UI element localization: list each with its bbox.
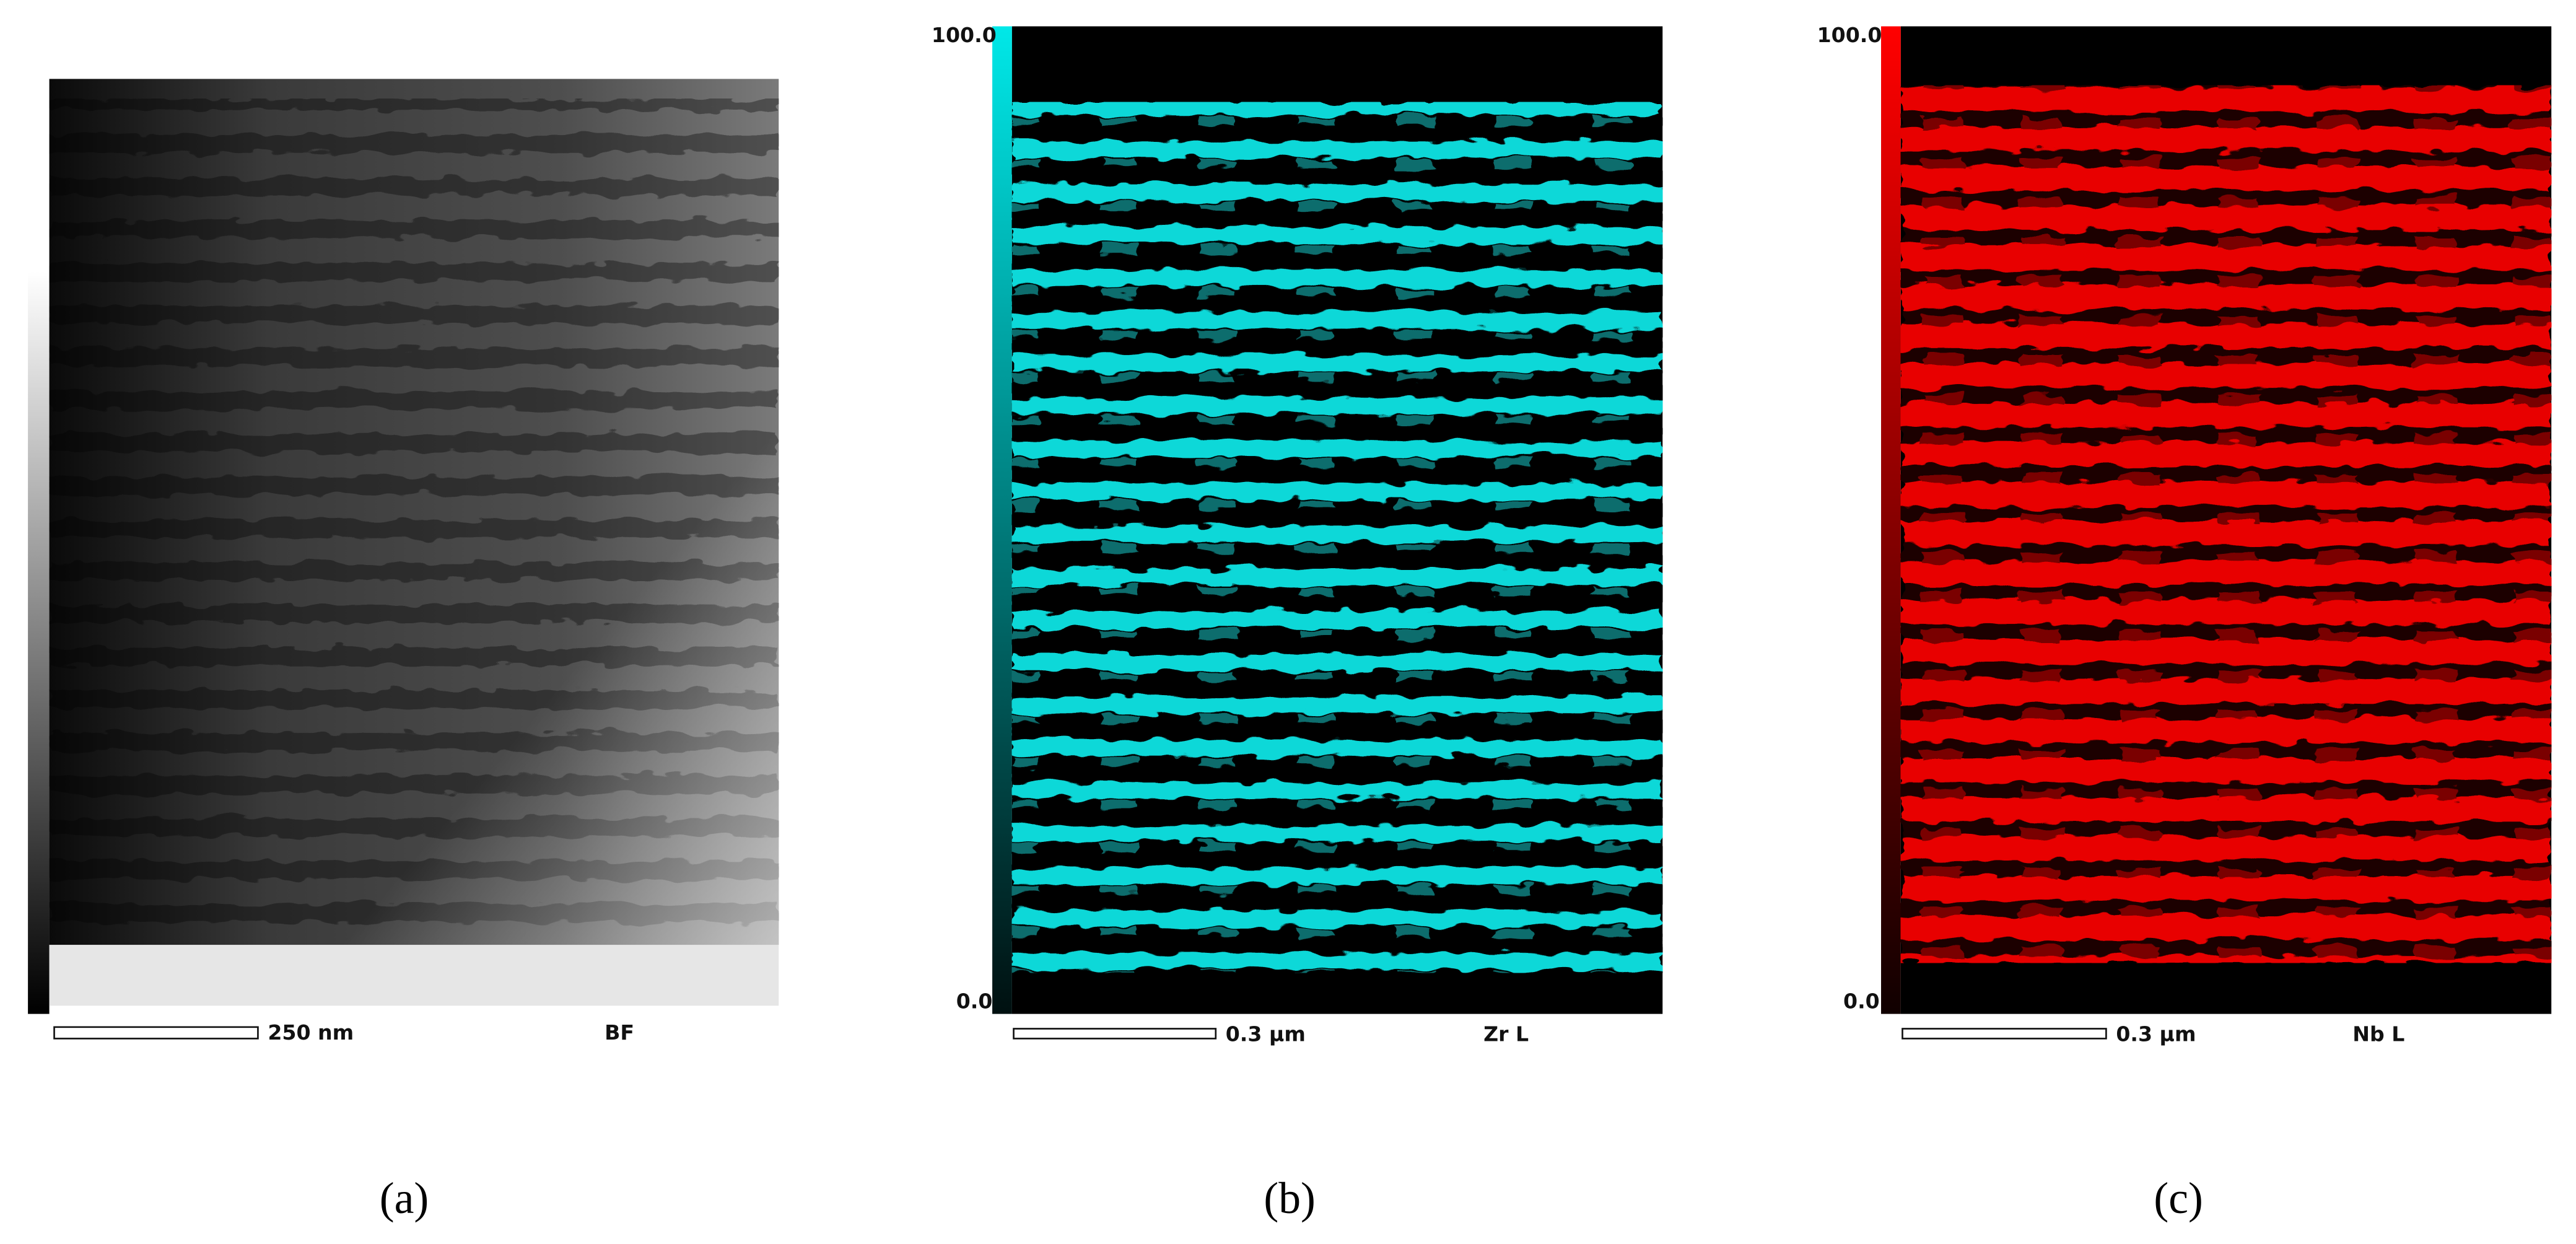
panel-b: 100.0 0.0 0.3 µm Zr L (b) <box>932 23 1663 1223</box>
scale-bar-label: 0.3 µm <box>2116 1022 2196 1046</box>
panel-caption: (b) <box>1264 1174 1316 1223</box>
colorbar <box>28 271 50 1014</box>
panel-a: 250 nm BF (a) <box>28 79 779 1223</box>
substrate <box>49 945 779 1006</box>
scale-bar <box>1013 1028 1217 1040</box>
scale-bar-label: 0.3 µm <box>1226 1022 1306 1046</box>
colorbar <box>992 26 1012 1014</box>
signal-label: BF <box>605 1020 634 1045</box>
signal-label: Zr L <box>1483 1022 1529 1046</box>
colorbar <box>1881 26 1901 1014</box>
image-shading <box>49 79 779 945</box>
colorbar-min: 0.0 <box>956 989 993 1014</box>
panel-caption: (a) <box>380 1174 429 1223</box>
nb-map <box>1900 85 2552 963</box>
signal-label: Nb L <box>2352 1022 2404 1046</box>
colorbar-min: 0.0 <box>1843 989 1880 1014</box>
scale-bar <box>1901 1028 2107 1040</box>
panel-c: 100.0 0.0 0.3 µm Nb L (c) <box>1817 23 2552 1223</box>
scale-bar-label: 250 nm <box>268 1020 354 1045</box>
scale-bar <box>53 1026 259 1040</box>
colorbar-max: 100.0 <box>1817 23 1882 47</box>
zr-map <box>1011 102 1663 973</box>
panel-caption: (c) <box>2154 1174 2203 1223</box>
colorbar-max: 100.0 <box>932 23 997 47</box>
